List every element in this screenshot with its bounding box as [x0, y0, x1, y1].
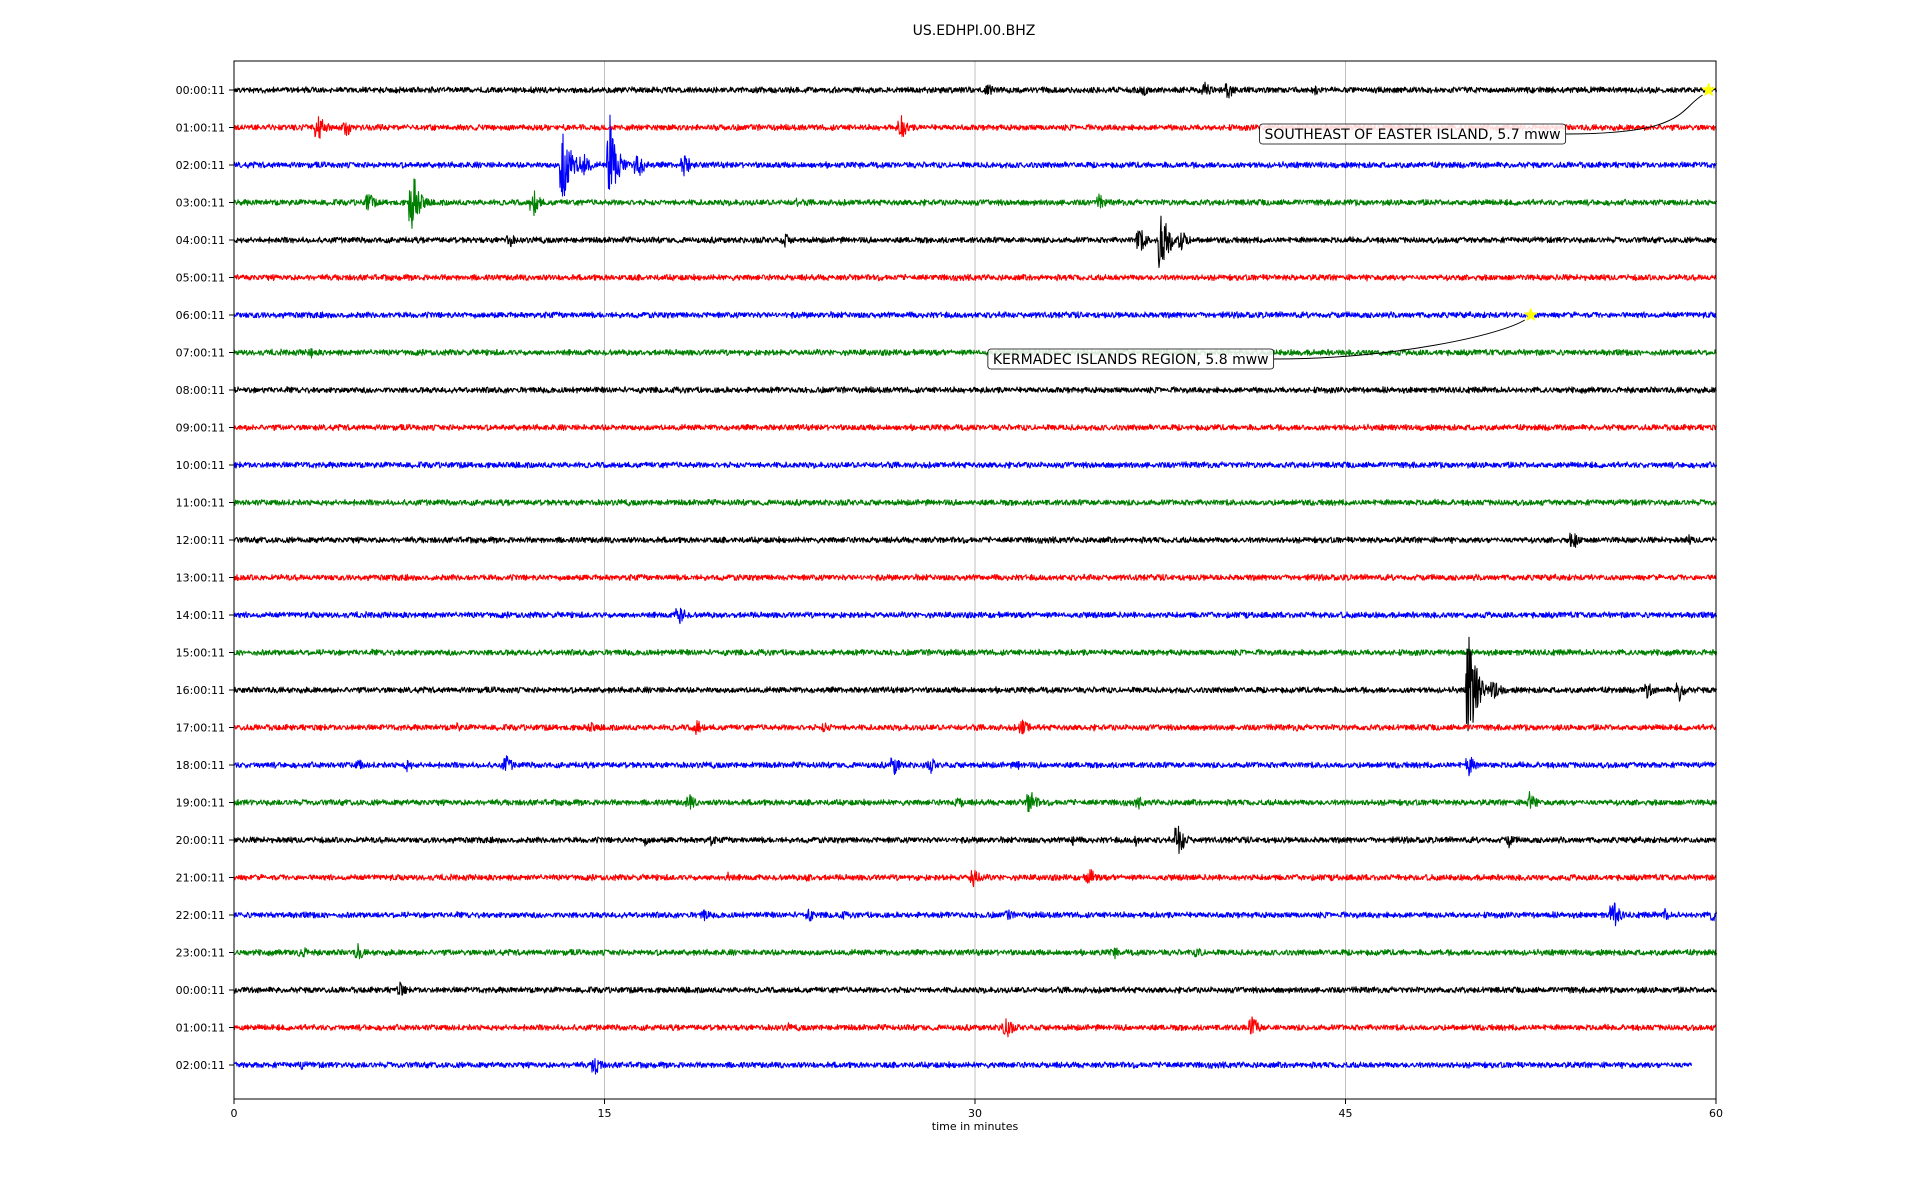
chart-title: US.EDHPI.00.BHZ: [913, 23, 1036, 39]
trace-22: [233, 902, 1718, 927]
y-tick-label: 08:00:11: [176, 384, 225, 397]
y-tick-label: 09:00:11: [176, 422, 225, 435]
annotation-connector: [1273, 319, 1526, 360]
trace-23: [233, 943, 1718, 960]
y-tick-label: 14:00:11: [176, 609, 225, 622]
trace-25: [233, 1016, 1717, 1038]
y-tick-label: 19:00:11: [176, 797, 225, 810]
y-tick-label: 07:00:11: [176, 347, 225, 360]
trace-7: [233, 347, 1717, 359]
trace-21: [233, 868, 1717, 888]
y-tick-label: 11:00:11: [176, 497, 225, 510]
trace-2: [233, 114, 1717, 197]
x-tick-labels: 0 15 30 45 60: [231, 1099, 1723, 1120]
trace-0: [233, 81, 1718, 99]
x-tick-label: 15: [598, 1107, 612, 1120]
event-annotation-text: KERMADEC ISLANDS REGION, 5.8 mww: [993, 352, 1269, 368]
trace-18: [233, 755, 1717, 777]
y-tick-label: 18:00:11: [176, 759, 225, 772]
y-tick-label: 02:00:11: [176, 1059, 225, 1072]
x-axis-label: time in minutes: [932, 1120, 1019, 1133]
y-tick-label: 05:00:11: [176, 272, 225, 285]
trace-8: [233, 386, 1717, 394]
trace-12: [233, 532, 1718, 548]
trace-9: [233, 423, 1718, 432]
plot-frame: [233, 60, 1717, 1100]
x-tick-label: 60: [1709, 1107, 1723, 1120]
trace-10: [233, 461, 1718, 469]
y-tick-label: 01:00:11: [176, 122, 225, 135]
y-tick-label: 00:00:11: [176, 84, 225, 97]
traces: [233, 81, 1718, 1075]
trace-19: [233, 791, 1718, 813]
trace-17: [233, 719, 1717, 736]
x-tick-label: 0: [231, 1107, 238, 1120]
trace-11: [233, 498, 1718, 507]
annotation-connector: [1565, 94, 1703, 135]
x-tick-label: 45: [1339, 1107, 1353, 1120]
trace-13: [233, 573, 1717, 582]
y-tick-label: 16:00:11: [176, 684, 225, 697]
y-tick-label: 01:00:11: [176, 1022, 225, 1035]
y-tick-label: 02:00:11: [176, 159, 225, 172]
y-tick-label: 06:00:11: [176, 309, 225, 322]
trace-3: [233, 178, 1718, 229]
y-tick-label: 10:00:11: [176, 459, 225, 472]
y-tick-label: 04:00:11: [176, 234, 225, 247]
y-tick-labels: 00:00:11 01:00:11 02:00:11 03:00:11 04:00:11…: [176, 84, 234, 1072]
event-star-marker: [1523, 307, 1539, 322]
y-tick-label: 00:00:11: [176, 984, 225, 997]
y-tick-label: 20:00:11: [176, 834, 225, 847]
event-annotations: SOUTHEAST OF EASTER ISLAND, 5.7 mww KERMA…: [987, 82, 1716, 370]
trace-4: [233, 215, 1718, 269]
y-tick-label: 12:00:11: [176, 534, 225, 547]
event-annotation-text: SOUTHEAST OF EASTER ISLAND, 5.7 mww: [1265, 127, 1561, 143]
x-tick-label: 30: [968, 1107, 982, 1120]
trace-6: [233, 311, 1717, 319]
trace-24: [233, 981, 1718, 996]
trace-26: [233, 1058, 1693, 1075]
y-tick-label: 15:00:11: [176, 647, 225, 660]
trace-20: [233, 825, 1717, 854]
y-tick-label: 03:00:11: [176, 197, 225, 210]
trace-16: [233, 636, 1718, 732]
event-star-marker: [1701, 82, 1716, 97]
trace-14: [233, 607, 1718, 625]
y-tick-label: 13:00:11: [176, 572, 225, 585]
y-tick-label: 23:00:11: [176, 947, 225, 960]
y-tick-label: 21:00:11: [176, 872, 225, 885]
y-tick-label: 22:00:11: [176, 909, 225, 922]
y-tick-label: 17:00:11: [176, 722, 225, 735]
trace-5: [233, 273, 1717, 282]
